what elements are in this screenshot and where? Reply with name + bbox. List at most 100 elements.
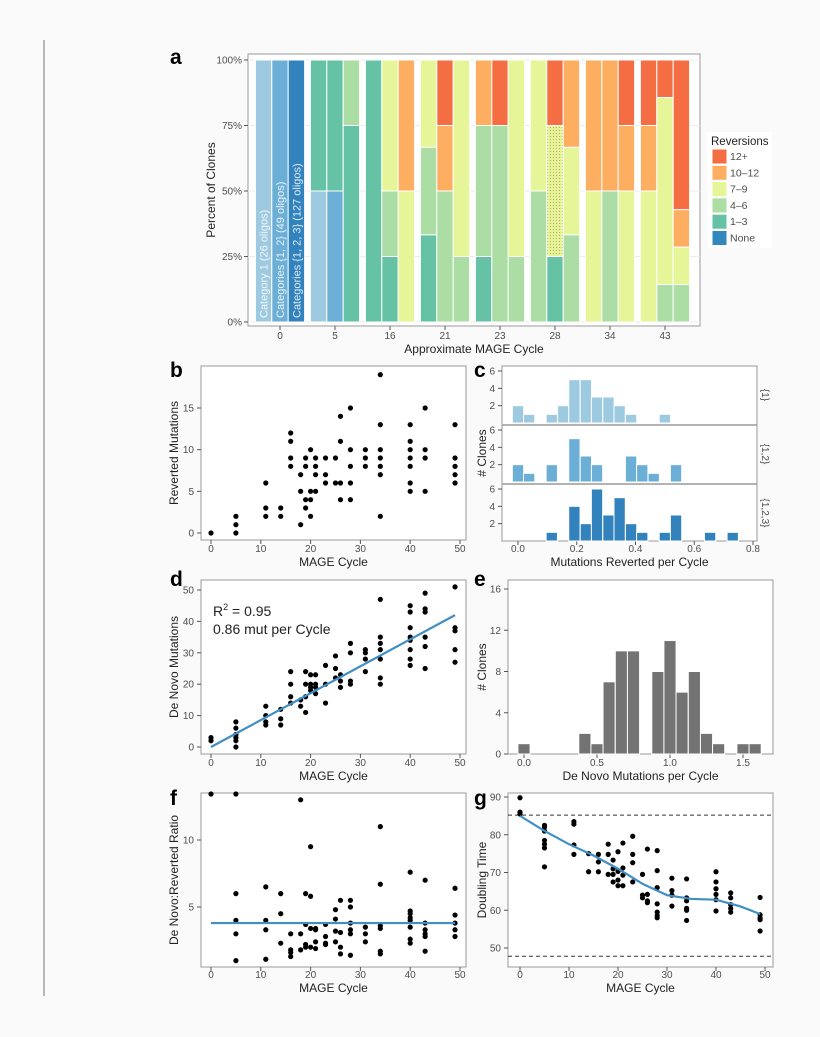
histogram-bar	[624, 523, 638, 542]
x-tick-label: 0	[208, 758, 214, 769]
data-point	[620, 865, 626, 871]
bar-segment-1-3	[309, 59, 328, 192]
x-tick-label: 28	[549, 331, 561, 342]
data-point	[757, 917, 763, 923]
x-tick-label: 0	[517, 970, 523, 981]
data-point	[407, 455, 413, 461]
data-point	[407, 940, 413, 946]
data-point	[407, 609, 413, 615]
panel-label-c: c	[474, 359, 486, 382]
bar-segment-7-9	[584, 190, 603, 323]
y-tick-label: 70	[490, 868, 502, 879]
bar-segment-4-6	[491, 125, 509, 323]
data-point	[298, 703, 304, 709]
legend-title: Reversions	[711, 136, 769, 148]
bar-segment-10-12	[672, 209, 691, 248]
data-point	[312, 945, 319, 952]
data-point	[684, 876, 690, 882]
data-point	[337, 497, 344, 503]
y-tick-label: 4	[489, 443, 495, 454]
data-point	[332, 939, 339, 945]
data-point	[377, 656, 383, 662]
x-tick-label: 20	[305, 544, 317, 555]
data-point	[337, 929, 344, 936]
data-point	[452, 472, 458, 478]
x-axis-title: MAGE Cycle	[299, 981, 368, 995]
x-tick-label: 50	[454, 758, 466, 769]
histogram-bar	[590, 743, 604, 755]
data-point	[298, 797, 304, 803]
bar-segment-None	[326, 190, 344, 323]
data-point	[615, 877, 621, 883]
data-point	[308, 488, 314, 494]
y-tick-label: 2	[489, 460, 495, 471]
bar-segment-7-9	[452, 59, 471, 257]
data-point	[263, 927, 269, 933]
bar-segment-1-3	[474, 256, 493, 323]
histogram-bar	[614, 650, 628, 755]
histogram-bar	[511, 405, 525, 424]
data-point	[654, 901, 660, 907]
data-point	[332, 928, 339, 934]
x-tick-label: 0.5	[590, 758, 604, 769]
data-point	[208, 791, 214, 797]
bar-segment-12+	[672, 59, 691, 211]
bar-segment-7-9	[529, 59, 548, 192]
histogram-bar	[699, 732, 714, 755]
x-axis-title: MAGE Cycle	[606, 981, 675, 995]
x-tick-label: 0.8	[746, 544, 760, 555]
data-point	[377, 513, 383, 519]
data-point	[407, 488, 413, 494]
histogram-bar	[523, 472, 536, 483]
data-point	[298, 931, 304, 937]
bar-segment-7-9	[562, 146, 581, 236]
data-point	[278, 505, 284, 511]
histogram-bar	[590, 488, 604, 542]
data-point	[610, 857, 616, 863]
data-point	[407, 480, 413, 486]
data-point	[422, 933, 428, 940]
data-point	[347, 952, 354, 958]
panel-label-e: e	[474, 568, 486, 591]
data-point	[233, 791, 239, 797]
data-point	[615, 883, 621, 889]
data-point	[422, 665, 428, 672]
legend-label: 7–9	[730, 184, 748, 196]
data-point	[713, 908, 719, 914]
data-point	[422, 488, 428, 494]
x-axis-title: MAGE Cycle	[299, 769, 368, 783]
bar-segment-1-3	[419, 234, 438, 323]
bar-segment-7-9	[656, 96, 674, 286]
y-tick-label: 50%	[222, 187, 242, 198]
data-point	[452, 912, 458, 918]
data-point	[571, 851, 577, 857]
data-point	[332, 907, 339, 913]
data-point	[303, 497, 309, 503]
histogram-bar	[647, 472, 660, 483]
facet-strip-label: {1,2}	[759, 444, 770, 465]
y-tick-label: 4	[489, 502, 495, 513]
histogram-bar	[545, 413, 558, 424]
x-tick-label: 5	[332, 331, 338, 342]
x-tick-label: 0	[208, 544, 214, 555]
data-point	[517, 795, 523, 801]
data-point	[630, 879, 636, 885]
bar-segment-1-3	[326, 59, 344, 192]
bar-segment-7-9	[381, 59, 399, 192]
y-tick-label: 40	[183, 617, 195, 628]
data-point	[362, 939, 368, 945]
bar-segment-None	[287, 59, 306, 323]
data-point	[713, 879, 719, 885]
data-point	[407, 647, 413, 653]
y-tick-label: 0	[188, 743, 194, 754]
data-point	[312, 681, 319, 687]
y-tick-label: 60	[490, 906, 502, 917]
data-point	[288, 463, 294, 469]
histogram-bar	[669, 514, 683, 542]
x-tick-label: 1.5	[736, 758, 750, 769]
data-point	[377, 455, 383, 461]
x-tick-label: 10	[255, 544, 267, 555]
data-point	[605, 851, 611, 857]
data-point	[322, 480, 329, 486]
